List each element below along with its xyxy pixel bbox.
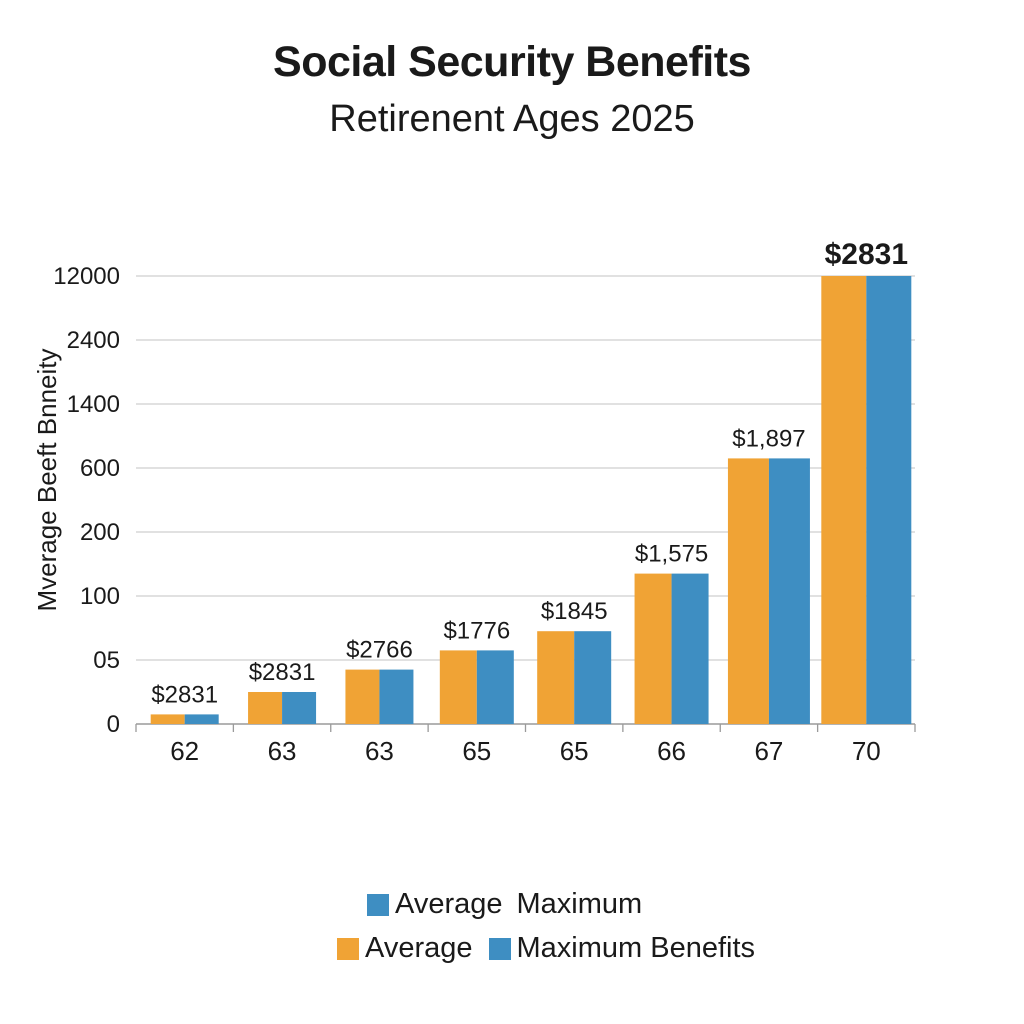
legend-label-maximum-1: Maximum xyxy=(516,888,643,920)
data-label: $1,575 xyxy=(635,541,708,568)
y-tick-label: 12000 xyxy=(53,263,120,290)
bar-average xyxy=(727,458,769,724)
y-tick-label: 100 xyxy=(80,583,120,610)
x-tick-label: 63 xyxy=(268,736,297,766)
y-axis-label: Mverage Beeft Bnneity xyxy=(32,348,62,611)
legend-label-maximum-benefits: Maximum Benefits xyxy=(516,932,756,964)
bar-maximum xyxy=(866,276,912,724)
bar-maximum xyxy=(768,458,810,724)
bar-maximum xyxy=(476,650,514,724)
x-tick-label: 66 xyxy=(657,736,686,766)
legend-label-average-2: Average xyxy=(365,932,473,964)
data-label: $2831 xyxy=(825,238,908,271)
legend-row-2: Average Maximum Benefits xyxy=(337,932,755,965)
bar-average xyxy=(439,650,477,724)
bar-maximum xyxy=(379,669,414,724)
labels-group: 0 05 100 200 600 1400 2400 12000 62 $2831 63 $2831 6… xyxy=(53,238,908,766)
bar-average xyxy=(537,631,575,724)
data-label: $2831 xyxy=(151,681,218,708)
x-tick-label: 65 xyxy=(462,736,491,766)
legend-swatch-maximum xyxy=(488,937,511,960)
bars-group xyxy=(150,276,912,724)
bar-average xyxy=(248,692,283,724)
y-tick-label: 200 xyxy=(80,519,120,546)
x-tick-label: 67 xyxy=(754,736,783,766)
y-tick-label: 0 xyxy=(107,711,120,738)
data-label: $1845 xyxy=(541,598,608,625)
bar-maximum xyxy=(671,573,709,724)
bar-average xyxy=(150,714,185,724)
x-tick-label: 62 xyxy=(170,736,199,766)
bar-average xyxy=(634,573,672,724)
chart-title: Social Security Benefits xyxy=(273,38,751,86)
chart-subtitle: Retirenent Ages 2025 xyxy=(329,98,695,140)
data-label: $2766 xyxy=(346,637,413,664)
bar-maximum xyxy=(184,714,219,724)
y-tick-label: 600 xyxy=(80,455,120,482)
data-label: $1776 xyxy=(443,617,510,644)
y-tick-label: 1400 xyxy=(67,391,120,418)
bar-maximum xyxy=(574,631,612,724)
y-tick-label: 2400 xyxy=(67,327,120,354)
y-tick-label: 05 xyxy=(93,647,120,674)
data-label: $1,897 xyxy=(732,425,805,452)
bar-average xyxy=(821,276,867,724)
legend-swatch-average xyxy=(337,937,359,960)
legend-swatch-average-blue xyxy=(367,893,389,916)
legend-row-1: Average Maximum xyxy=(367,888,642,921)
bar-average xyxy=(345,669,380,724)
x-tick-label: 70 xyxy=(852,736,881,766)
data-label: $2831 xyxy=(249,659,316,686)
x-tick-label: 63 xyxy=(365,736,394,766)
bar-maximum xyxy=(282,692,317,724)
x-tick-label: 65 xyxy=(560,736,589,766)
legend-label-average-1: Average xyxy=(395,888,503,920)
